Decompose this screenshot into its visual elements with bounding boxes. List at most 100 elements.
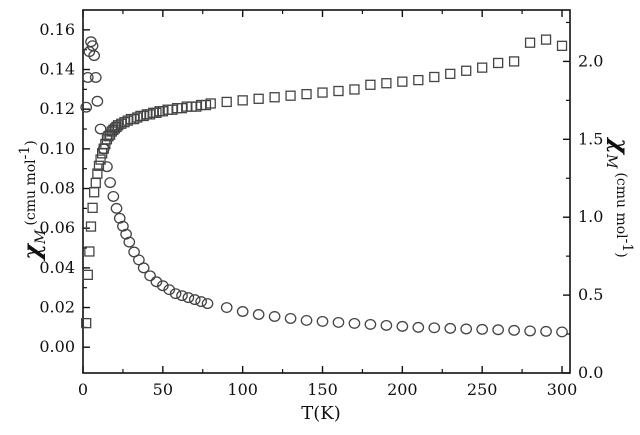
circle-marker	[80, 101, 93, 113]
circle-marker	[444, 322, 457, 334]
square-marker	[85, 221, 97, 232]
square-marker	[87, 202, 98, 214]
circle-marker	[412, 321, 425, 333]
left-y-tick-label: 0.14	[39, 60, 75, 79]
left-y-tick-label: 0.02	[39, 298, 75, 317]
circle-marker	[94, 123, 107, 135]
right-y-axis-exp: -1	[619, 239, 635, 253]
square-marker	[556, 40, 568, 51]
square-marker	[461, 65, 472, 76]
svg-text:χM(cmu mol-1): χM (cmu mol-1)	[17, 140, 49, 261]
circle-marker	[144, 270, 156, 282]
square-marker	[205, 98, 216, 109]
square-marker	[89, 187, 100, 198]
square-marker	[82, 269, 93, 280]
circle-marker	[163, 284, 176, 296]
square-marker	[221, 96, 232, 108]
square-marker	[397, 76, 408, 87]
svg-text:χM(cmu mol-1): χM (cmu mol-1)	[603, 136, 635, 257]
circle-marker	[460, 323, 473, 335]
square-marker	[92, 168, 103, 179]
square-marker	[365, 79, 376, 90]
square-marker	[445, 68, 456, 80]
left-y-axis-label: χM (cmu mol-1)	[17, 140, 49, 261]
circle-marker	[364, 318, 377, 330]
circle-marker	[101, 161, 113, 173]
left-y-axis-subscript: M	[33, 229, 49, 245]
square-marker	[84, 246, 95, 257]
circle-marker	[89, 71, 102, 83]
square-marker	[492, 57, 504, 69]
left-y-axis-close: )	[23, 140, 39, 145]
right-y-axis-label: χM (cmu mol-1)	[603, 136, 635, 257]
square-marker	[381, 78, 392, 89]
circle-marker	[104, 177, 116, 189]
left-y-tick-label: 0.10	[39, 139, 75, 158]
circle-marker	[428, 322, 441, 334]
circle-marker	[182, 292, 195, 304]
square-marker	[508, 56, 520, 67]
left-y-tick-label: 0.16	[39, 20, 75, 39]
x-tick-label: 100	[227, 380, 258, 399]
square-marker	[151, 107, 162, 118]
circle-marker	[88, 50, 101, 62]
x-tick-label: 300	[547, 380, 578, 399]
circle-marker	[150, 276, 163, 288]
left-y-tick-label: 0.08	[39, 179, 75, 198]
data-points	[80, 34, 568, 338]
circle-marker	[380, 319, 393, 331]
circle-marker	[316, 315, 329, 327]
circle-marker	[195, 296, 208, 308]
circle-marker	[123, 236, 136, 248]
square-marker	[95, 154, 106, 165]
square-marker	[477, 62, 488, 73]
square-marker	[269, 92, 280, 103]
circle-marker	[110, 202, 123, 214]
square-marker	[333, 85, 344, 97]
right-y-tick-label: 2.0	[578, 51, 603, 70]
right-y-tick-label: 1.0	[578, 207, 603, 226]
circle-marker	[332, 316, 345, 328]
circle-marker	[236, 306, 249, 317]
circle-marker	[540, 325, 552, 337]
circle-marker	[156, 280, 169, 292]
square-marker	[93, 160, 105, 171]
x-tick-label: 250	[467, 380, 498, 399]
square-marker	[301, 88, 312, 100]
circle-marker	[188, 294, 201, 306]
right-y-tick-label: 1.5	[578, 129, 603, 148]
x-tick-label: 200	[387, 380, 418, 399]
plot-frame	[82, 9, 571, 374]
right-y-axis-unit: (cmu mol	[613, 172, 629, 239]
circle-marker	[169, 288, 182, 300]
right-y-tick-label: 0.5	[578, 285, 603, 304]
right-y-tick-label: 0.0	[578, 363, 603, 382]
circle-marker	[137, 262, 150, 274]
left-y-tick-label: 0.04	[39, 258, 75, 277]
square-marker	[540, 34, 552, 45]
circle-marker	[107, 191, 120, 202]
left-y-axis-chi: χ	[17, 243, 46, 262]
left-y-tick-label: 0.00	[39, 337, 75, 356]
circle-marker	[396, 320, 409, 332]
square-marker	[253, 93, 264, 104]
circle-marker	[176, 290, 188, 302]
circle-marker	[300, 314, 313, 326]
circle-marker	[524, 325, 536, 337]
left-y-tick-label: 0.12	[39, 99, 75, 118]
circle-marker	[556, 326, 568, 338]
left-y-axis-exp: -1	[17, 146, 33, 160]
x-tick-label: 0	[78, 380, 88, 399]
x-tick-label: 150	[307, 380, 338, 399]
axes: 0 50 100 150 200 250 300 0.00 0.02 0.04 0.06 0.08 0.…	[39, 9, 603, 399]
square-marker	[349, 84, 360, 95]
circle-marker	[268, 311, 281, 322]
square-marker	[90, 177, 101, 189]
x-axis-label: T(K)	[301, 403, 341, 424]
circle-marker	[220, 302, 233, 313]
right-y-axis-close: )	[613, 252, 629, 257]
square-marker	[413, 74, 424, 86]
circle-marker	[476, 323, 489, 335]
circle-marker	[252, 309, 265, 320]
